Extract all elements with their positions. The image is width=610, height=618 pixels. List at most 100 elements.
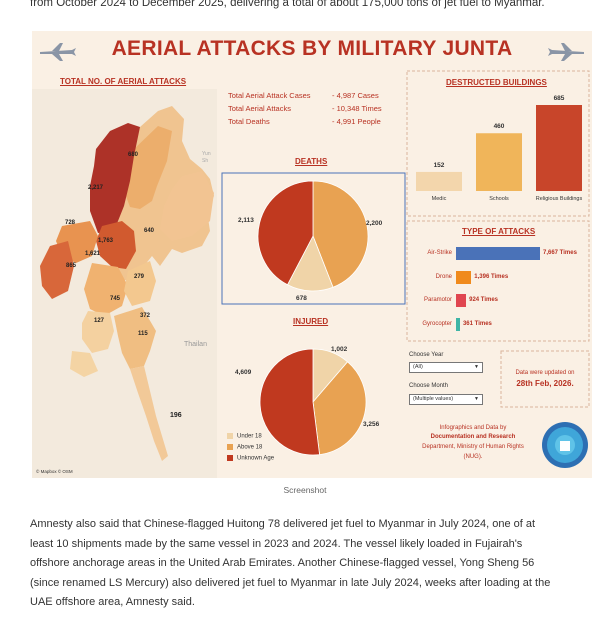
updated-line1: Data were updated on <box>515 370 575 376</box>
deaths-slice-above18 <box>312 180 369 288</box>
injured-pie <box>259 348 367 456</box>
month-select-value: (Multiple values) <box>413 396 454 402</box>
attack-bar <box>456 294 467 307</box>
stat-label-deaths: Total Deaths <box>228 117 270 126</box>
deaths-panel <box>221 172 406 305</box>
deaths-value-above18: 2,200 <box>366 220 383 227</box>
buildings-bar-chart <box>416 105 582 191</box>
attack-label: Paramotor <box>423 297 452 303</box>
map-country-label: Thailan <box>184 341 207 348</box>
map-label: 1,763 <box>98 238 114 244</box>
buildings-title: DESTRUCTED BUILDINGS <box>446 78 547 87</box>
updated-panel <box>500 350 590 408</box>
map-label: 127 <box>94 318 105 324</box>
attack-label: Air-Strike <box>427 250 452 256</box>
article-top-line: from October 2024 to December 2025, deli… <box>30 0 545 9</box>
infographic-title: AERIAL ATTACKS BY MILITARY JUNTA <box>111 37 513 60</box>
deaths-value-under18: 678 <box>296 295 307 302</box>
map-label: 279 <box>134 274 145 280</box>
jet-left-icon <box>40 43 76 61</box>
stat-value-attacks: - 10,348 Times <box>332 104 382 113</box>
attack-bar <box>456 247 540 260</box>
building-value: 152 <box>433 161 445 169</box>
map-label: 196 <box>170 412 182 419</box>
credit-line3: Department, Ministry of Human Rights <box>422 444 524 450</box>
credit-line1: Infographics and Data by <box>439 425 507 431</box>
injured-title: INJURED <box>293 317 329 326</box>
buildings-panel <box>406 70 590 217</box>
attack-bar <box>456 271 472 284</box>
deaths-pie <box>257 180 369 292</box>
map-label: 372 <box>140 313 151 319</box>
total-section-title: TOTAL NO. OF AERIAL ATTACKS <box>60 77 187 86</box>
choose-month-label: Choose Month <box>409 383 449 389</box>
legend-swatch <box>227 444 233 450</box>
deaths-value-unknown: 2,113 <box>238 217 254 224</box>
attack-label: Gyrocopter <box>422 321 452 327</box>
legend-unknown: Unknown Age <box>227 455 274 462</box>
injured-slice-above18 <box>312 361 367 456</box>
stat-value-cases: - 4,987 Cases <box>332 91 379 100</box>
stat-label-attacks: Total Aerial Attacks <box>228 104 291 113</box>
year-select[interactable]: (All) ▼ <box>409 362 483 373</box>
map-region-label: Yun <box>202 151 211 157</box>
choose-year-label: Choose Year <box>409 352 444 358</box>
infographic: AERIAL ATTACKS BY MILITARY JUNTA TOTAL N… <box>32 31 592 478</box>
legend-above18: Above 18 <box>227 444 262 451</box>
map-region-label: Sh <box>202 158 209 164</box>
building-bar <box>536 105 582 191</box>
article-body: Amnesty also said that Chinese-flagged H… <box>30 515 596 613</box>
map-label: 745 <box>110 296 121 302</box>
injured-value-under18: 1,002 <box>331 346 348 353</box>
article-line: offshore anchorage areas in the United A… <box>30 557 535 569</box>
jet-right-icon <box>548 43 584 61</box>
attacks-title: TYPE OF ATTACKS <box>462 227 536 236</box>
attack-bar <box>456 318 460 331</box>
ministry-seal-icon <box>542 422 588 468</box>
legend-swatch <box>227 455 233 461</box>
map-label: 115 <box>138 331 148 337</box>
stat-value-deaths: - 4,991 People <box>332 117 381 126</box>
month-select[interactable]: (Multiple values) ▼ <box>409 394 483 405</box>
attack-value: 7,667 Times <box>543 250 577 256</box>
building-bar <box>416 171 462 191</box>
attack-value: 1,396 Times <box>474 274 509 280</box>
building-value: 460 <box>493 123 505 131</box>
map-label: 865 <box>66 263 77 269</box>
myanmar-map <box>32 89 217 478</box>
building-category: Schools <box>489 196 509 202</box>
building-category: Religious Buildings <box>535 196 583 202</box>
injured-value-above18: 3,256 <box>363 421 380 428</box>
attack-value: 924 Times <box>469 297 499 303</box>
map-credit: © Mapbox © OSM <box>36 469 73 474</box>
image-caption: Screenshot <box>283 485 327 495</box>
building-value: 685 <box>553 95 565 102</box>
map-label: 2,217 <box>88 185 104 191</box>
map-label: 680 <box>128 152 139 158</box>
injured-slice-unknown <box>259 348 321 456</box>
updated-line2: 28th Feb, 2026. <box>516 379 574 388</box>
map-label: 1,621 <box>85 251 101 257</box>
legend-swatch <box>227 433 233 439</box>
attacks-panel <box>406 220 590 342</box>
article-line: least 10 shipments made by the same vess… <box>30 537 523 550</box>
injured-value-unknown: 4,609 <box>235 369 252 376</box>
deaths-title: DEATHS <box>295 157 328 166</box>
attack-value: 361 Times <box>462 321 492 327</box>
attack-label: Drone <box>435 274 452 280</box>
year-select-value: (All) <box>413 364 423 370</box>
map-label: 728 <box>65 220 76 226</box>
dropdown-arrow-icon: ▼ <box>474 396 479 402</box>
map-label: 640 <box>144 228 155 234</box>
building-category: Medic <box>431 196 447 202</box>
dropdown-arrow-icon: ▼ <box>474 364 479 370</box>
article-line: UAE offshore area, Amnesty said. <box>30 596 195 608</box>
credit-line2: Documentation and Research <box>430 434 516 440</box>
building-bar <box>476 133 522 191</box>
deaths-slice-unknown <box>257 180 314 286</box>
legend-under18: Under 18 <box>227 433 262 440</box>
article-line: (since renamed LS Mercury) also delivere… <box>30 576 551 589</box>
stat-label-cases: Total Aerial Attack Cases <box>228 91 311 100</box>
credit-line4: (NUG). <box>463 454 483 460</box>
infographic-canvas <box>32 43 590 478</box>
